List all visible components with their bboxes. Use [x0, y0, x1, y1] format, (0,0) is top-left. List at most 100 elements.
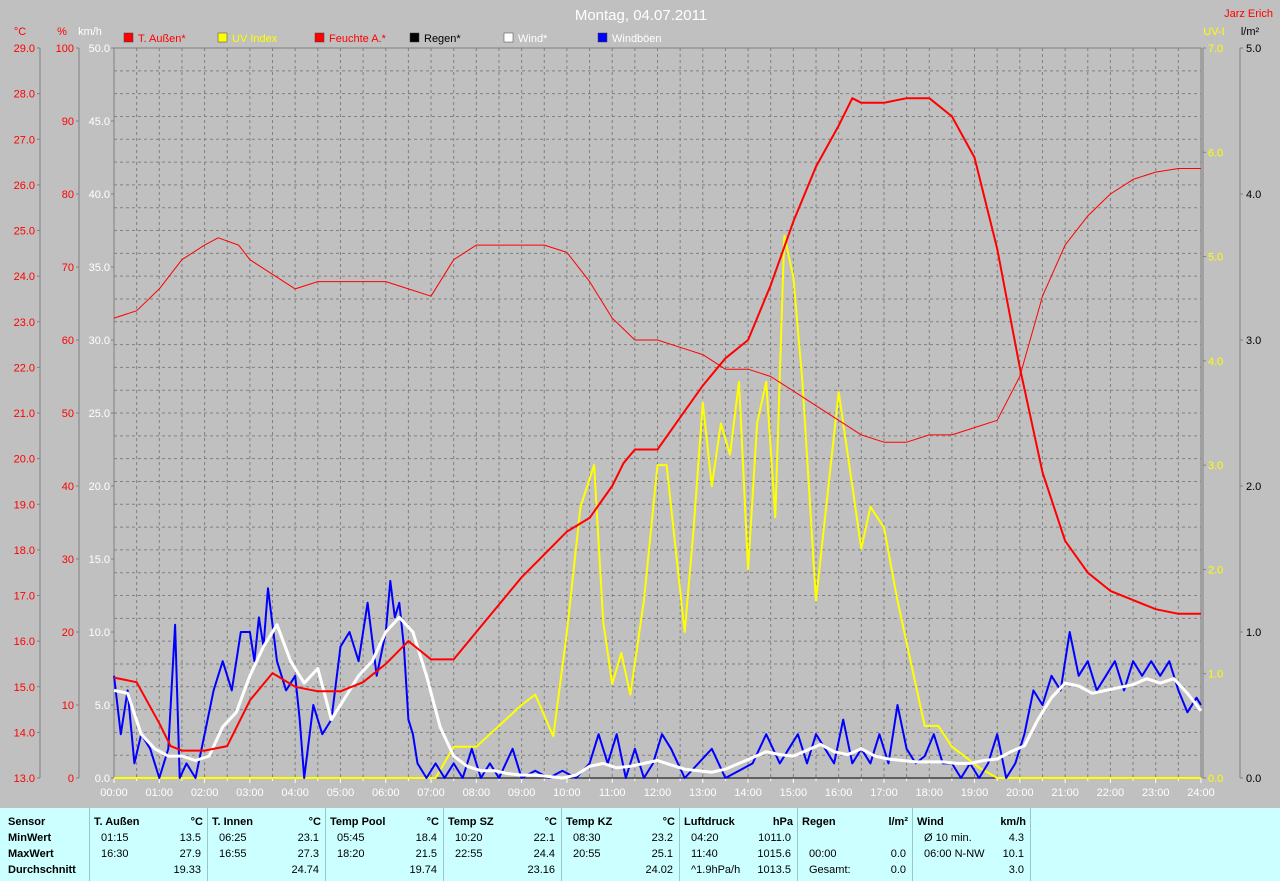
stats-time: 01:15	[101, 832, 129, 844]
stats-time: ^1.9hPa/h	[691, 864, 741, 876]
rain-tick-label: 2.0	[1246, 481, 1261, 493]
stats-value: 24.4	[533, 848, 555, 860]
rain-tick-label: 3.0	[1246, 335, 1261, 347]
stats-group-title: Temp Pool	[330, 816, 386, 828]
uv-tick-label: 1.0	[1208, 669, 1223, 681]
temp-tick-label: 25.0	[14, 226, 35, 238]
x-tick-label: 12:00	[644, 787, 672, 799]
stats-row-label: MinWert	[8, 832, 52, 844]
series-line-wind	[113, 615, 1203, 780]
rain-tick-label: 5.0	[1246, 43, 1261, 55]
legend-swatch	[123, 32, 134, 43]
stats-group-unit: hPa	[772, 816, 793, 828]
stats-group-unit: °C	[662, 816, 675, 828]
x-tick-label: 20:00	[1006, 787, 1034, 799]
temp-tick-label: 13.0	[14, 773, 35, 785]
weather-chart: Montag, 04.07.2011 Jarz Erich T. Außen* U…	[0, 0, 1280, 808]
stats-time: Ø 10 min.	[924, 832, 972, 844]
x-tick-label: 10:00	[553, 787, 581, 799]
stats-column	[89, 808, 208, 881]
stats-group-title: T. Außen	[94, 816, 140, 828]
legend-label: Feuchte A.*	[329, 33, 387, 45]
temp-tick-label: 14.0	[14, 727, 35, 739]
stats-sensor-title: Sensor	[8, 816, 46, 828]
stats-value: 13.5	[179, 832, 201, 844]
stats-time: 22:55	[455, 848, 483, 860]
stats-value: 23.2	[651, 832, 673, 844]
legend-swatch	[314, 32, 325, 43]
stats-value: 18.4	[415, 832, 437, 844]
stats-time: Gesamt:	[809, 864, 851, 876]
temp-tick-label: 26.0	[14, 180, 35, 192]
chart-title: Montag, 04.07.2011	[575, 7, 707, 24]
stats-value: 27.9	[179, 848, 201, 860]
stats-value: 21.5	[415, 848, 437, 860]
wind-tick-label: 0.0	[95, 773, 110, 785]
stats-group-unit: °C	[426, 816, 439, 828]
stats-column	[325, 808, 444, 881]
legend-label: Wind*	[518, 33, 548, 45]
stats-value: 1011.0	[758, 832, 791, 844]
stats-column	[912, 808, 1031, 881]
temp-tick-label: 22.0	[14, 362, 35, 374]
wind-tick-label: 40.0	[89, 189, 110, 201]
stats-group-title: Luftdruck	[684, 816, 735, 828]
legend-swatch	[409, 32, 420, 43]
wind-tick-label: 45.0	[89, 116, 110, 128]
wind-tick-label: 30.0	[89, 335, 110, 347]
stats-time: 16:30	[101, 848, 129, 860]
uv-tick-label: 4.0	[1208, 356, 1223, 368]
x-tick-label: 17:00	[870, 787, 898, 799]
legend: T. Außen* UV Index Feuchte A.* Regen* Wind* W…	[123, 32, 662, 45]
stats-time: 06:25	[219, 832, 247, 844]
stats-time: 06:00 N-NW	[924, 848, 985, 860]
x-tick-label: 24:00	[1187, 787, 1215, 799]
wind-tick-label: 20.0	[89, 481, 110, 493]
wind-axis-unit: km/h	[78, 26, 102, 38]
stats-value: 1015.6	[757, 848, 791, 860]
temp-tick-label: 27.0	[14, 134, 35, 146]
stats-row-label: Durchschnitt	[8, 864, 76, 876]
wind-tick-label: 50.0	[89, 43, 110, 55]
stats-time: 10:20	[455, 832, 483, 844]
legend-label: Windböen	[612, 33, 662, 45]
stats-value: 10.1	[1002, 848, 1024, 860]
humidity-tick-label: 0	[68, 773, 74, 785]
temp-tick-label: 16.0	[14, 636, 35, 648]
temp-tick-label: 24.0	[14, 271, 35, 283]
humidity-axis-unit: %	[57, 26, 67, 38]
stats-group-title: Regen	[802, 816, 836, 828]
x-tick-label: 18:00	[915, 787, 943, 799]
uv-tick-label: 2.0	[1208, 564, 1223, 576]
stats-group-title: Temp SZ	[448, 816, 494, 828]
humidity-tick-label: 100	[56, 43, 74, 55]
humidity-tick-label: 90	[62, 116, 74, 128]
uv-tick-label: 6.0	[1208, 147, 1223, 159]
stats-row-label: MaxWert	[8, 848, 54, 860]
stats-value: 1013.5	[757, 864, 791, 876]
uv-axis-unit: UV-I	[1203, 26, 1224, 38]
stats-column	[561, 808, 680, 881]
x-tick-label: 01:00	[146, 787, 174, 799]
rain-tick-label: 1.0	[1246, 627, 1261, 639]
x-tick-label: 07:00	[417, 787, 445, 799]
legend-swatch	[597, 32, 608, 43]
stats-value: 19.74	[409, 864, 437, 876]
stats-time: 16:55	[219, 848, 247, 860]
series-line-t-au-en	[113, 97, 1201, 752]
temp-tick-label: 19.0	[14, 499, 35, 511]
x-tick-label: 22:00	[1097, 787, 1125, 799]
wind-tick-label: 25.0	[89, 408, 110, 420]
stats-value: 22.1	[533, 832, 555, 844]
axes: 00:00 01:00 02:00 03:00 04:00 05:00 06:00 07:00…	[14, 26, 1262, 799]
uv-tick-label: 0.0	[1208, 773, 1223, 785]
humidity-tick-label: 20	[62, 627, 74, 639]
stats-table: Sensor MinWert MaxWert Durchschnitt T. Außen…	[0, 808, 1280, 881]
stats-value: 27.3	[297, 848, 319, 860]
temp-tick-label: 23.0	[14, 317, 35, 329]
temp-tick-label: 29.0	[14, 43, 35, 55]
humidity-tick-label: 30	[62, 554, 74, 566]
series	[113, 97, 1203, 780]
stats-group-title: Wind	[917, 816, 944, 828]
stats-value: 19.33	[173, 864, 201, 876]
